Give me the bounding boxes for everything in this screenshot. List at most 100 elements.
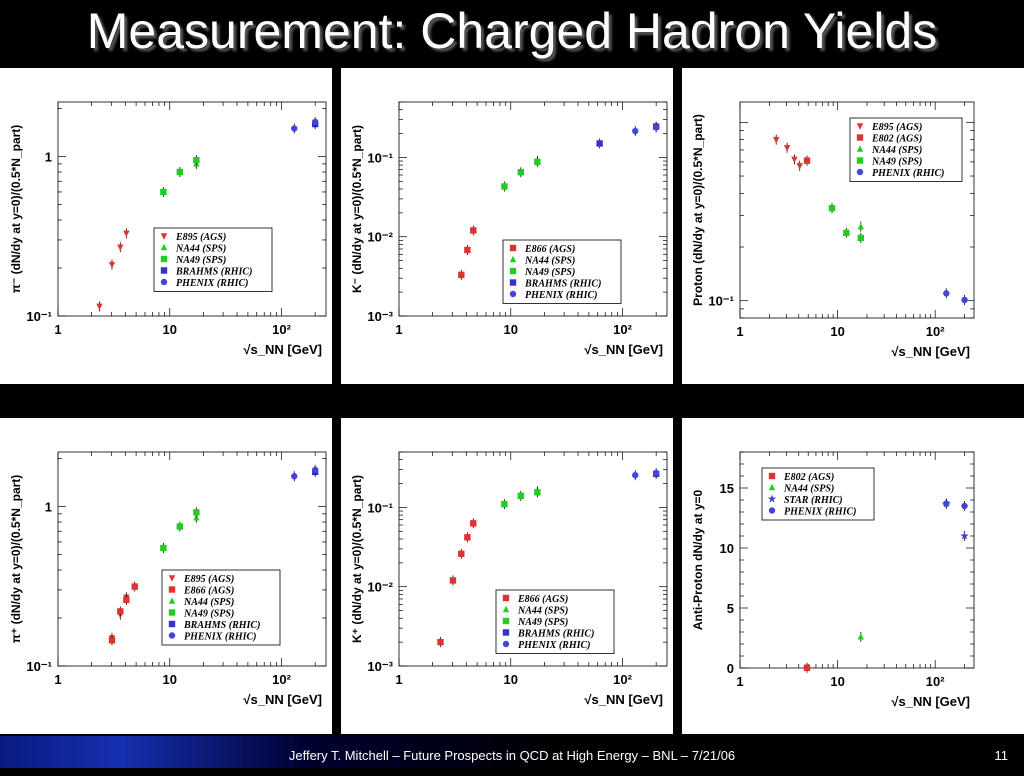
- x-tick-label: 10: [504, 672, 518, 687]
- plot-frame: [57, 101, 327, 317]
- x-tick-label: 10²: [613, 322, 632, 337]
- legend-marker: [160, 255, 168, 263]
- legend-marker: [768, 472, 776, 480]
- legend-label: E895 (AGS): [175, 232, 226, 243]
- y-axis-label: π⁻ (dN/dy at y=0)/(0.5*N_part): [9, 125, 23, 294]
- legend-marker: [160, 233, 168, 240]
- x-tick-label: 10: [830, 324, 844, 339]
- data-point: [160, 544, 167, 552]
- data-point: [828, 205, 836, 212]
- data-point: [791, 156, 798, 164]
- x-tick-label: 10: [163, 322, 177, 337]
- legend-marker: [160, 267, 168, 274]
- data-point: [311, 118, 319, 126]
- data-point: [117, 244, 124, 251]
- y-tick-label: 1: [45, 150, 52, 165]
- legend-label: NA44 (SPS): [175, 244, 226, 255]
- data-point: [193, 156, 200, 164]
- y-tick-label: 1: [45, 500, 52, 515]
- data-point: [464, 246, 471, 254]
- y-tick-label: 10⁻¹: [26, 309, 52, 324]
- data-point: [193, 509, 200, 516]
- data-point: [123, 596, 130, 604]
- legend-box: [153, 227, 273, 292]
- chart-panel-k-plus: 1 10 10² 10⁻³ 10⁻² 10⁻¹ √s_NN [GeV] K⁺ (dN/dy a…: [341, 418, 673, 734]
- legend-marker: [509, 290, 517, 298]
- legend: E895 (AGS)E866 (AGS)NA44 (SPS)NA49 (SPS)…: [161, 569, 281, 646]
- legend-marker: [502, 629, 510, 636]
- legend-label: NA44 (SPS): [783, 484, 834, 495]
- data-point: [291, 125, 298, 132]
- legend-label: BRAHMS (RHIC): [175, 267, 252, 278]
- chart-proton: 1 10 10² 10⁻¹ √s_NN [GeV] Proton (dN/dy at y=…: [691, 101, 975, 359]
- footer-bar: Jeffery T. Mitchell – Future Prospects i…: [0, 736, 1024, 768]
- legend-label: PHENIX (RHIC): [184, 632, 257, 643]
- chart-k-plus: 1 10 10² 10⁻³ 10⁻² 10⁻¹ √s_NN [GeV] K⁺ (dN/dy a…: [350, 451, 668, 707]
- legend-marker: [856, 123, 864, 130]
- x-tick-label: 10²: [926, 324, 945, 339]
- x-tick-label: 1: [395, 672, 402, 687]
- x-tick-label: 10: [830, 674, 844, 689]
- legend-marker: [168, 575, 176, 582]
- legend-marker: [168, 632, 176, 639]
- legend-marker: [502, 640, 510, 648]
- data-point: [803, 664, 811, 671]
- y-tick-label: 10⁻²: [367, 580, 393, 595]
- legend-marker: [502, 594, 510, 602]
- legend-box: [761, 467, 875, 521]
- data-point: [501, 500, 508, 508]
- data-point: [857, 222, 865, 230]
- legend-marker: [856, 134, 864, 141]
- x-tick-label: 1: [395, 322, 402, 337]
- data-point: [652, 124, 660, 131]
- data-point: [458, 271, 465, 279]
- data-point: [117, 608, 124, 615]
- legend-marker: [856, 145, 864, 152]
- x-tick-label: 10²: [613, 672, 632, 687]
- data-point: [176, 168, 184, 176]
- data-point: [176, 523, 184, 530]
- chart-anti-proton: 1 10 10² 0 5 10 15 √s_NN [GeV] Anti-Proton dN/dy…: [691, 451, 975, 709]
- x-tick-label: 1: [54, 322, 61, 337]
- legend: E802 (AGS)NA44 (SPS)STAR (RHIC)PHENIX (R…: [761, 467, 875, 521]
- y-tick-label: 10⁻¹: [367, 150, 393, 165]
- x-tick-label: 10: [504, 322, 518, 337]
- data-point: [311, 466, 319, 474]
- data-point: [843, 229, 850, 237]
- legend-label: NA49 (SPS): [175, 255, 226, 266]
- x-tick-label: 1: [54, 672, 61, 687]
- data-point: [803, 157, 811, 164]
- chart-panel-anti-proton: 1 10 10² 0 5 10 15 √s_NN [GeV] Anti-Proton dN/dy…: [682, 418, 1024, 734]
- legend-marker: [509, 267, 517, 275]
- legend-label: E802 (AGS): [783, 472, 834, 483]
- x-tick-label: 10: [163, 672, 177, 687]
- legend: E895 (AGS)NA44 (SPS)NA49 (SPS)BRAHMS (RH…: [153, 227, 273, 292]
- data-point: [652, 470, 660, 477]
- legend-label: BRAHMS (RHIC): [517, 629, 594, 640]
- x-tick-label: 10²: [926, 674, 945, 689]
- legend-label: NA44 (SPS): [524, 256, 575, 267]
- legend-label: NA44 (SPS): [517, 606, 568, 617]
- legend-marker: [160, 243, 168, 251]
- y-tick-label: 10⁻³: [367, 659, 393, 674]
- data-point: [123, 230, 130, 238]
- chart-panel-proton: 1 10 10² 10⁻¹ √s_NN [GeV] Proton (dN/dy at y=…: [682, 68, 1024, 384]
- legend-label: PHENIX (RHIC): [176, 278, 249, 289]
- data-point: [857, 633, 865, 640]
- legend-box: [849, 117, 963, 182]
- legend-label: E866 (AGS): [183, 586, 234, 597]
- data-point: [464, 534, 471, 541]
- legend-label: NA49 (SPS): [871, 157, 922, 168]
- y-tick-label: 10⁻³: [367, 309, 393, 324]
- x-axis-label: √s_NN [GeV]: [891, 344, 970, 359]
- legend: E895 (AGS)E802 (AGS)NA44 (SPS)NA49 (SPS)…: [849, 117, 963, 182]
- legend: E866 (AGS)NA44 (SPS)NA49 (SPS)BRAHMS (RH…: [495, 589, 615, 654]
- y-tick-label: 15: [720, 481, 734, 496]
- x-axis-label: √s_NN [GeV]: [584, 692, 663, 707]
- data-point: [96, 303, 103, 311]
- legend-label: E895 (AGS): [871, 122, 922, 133]
- plot-frame: [57, 451, 327, 667]
- chart-k-minus: 1 10 10² 10⁻³ 10⁻² 10⁻¹ √s_NN [GeV] K⁻ (dN/dy a…: [350, 101, 668, 357]
- y-tick-label: 10⁻¹: [367, 500, 393, 515]
